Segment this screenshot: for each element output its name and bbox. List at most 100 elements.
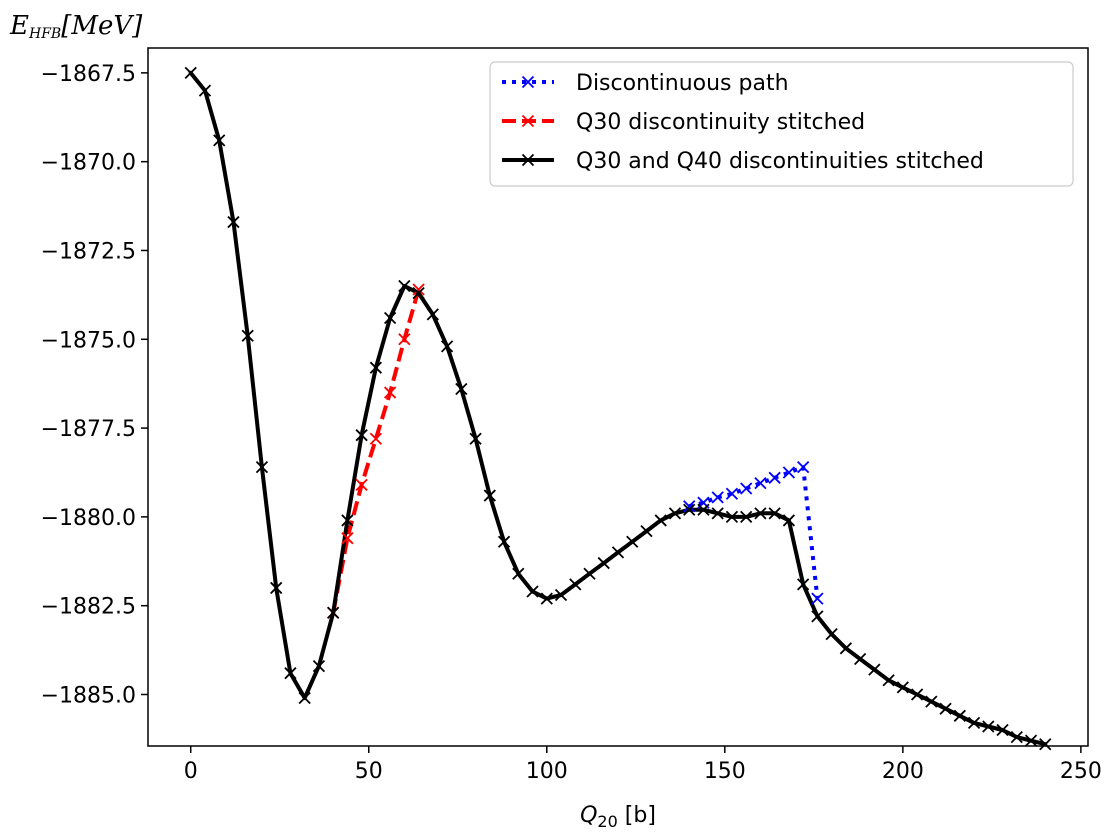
data-point-marker [996,723,1009,737]
data-point-marker [711,507,724,520]
data-point-marker [725,510,739,524]
x-tick-label: 50 [355,759,383,784]
data-point-marker [398,279,411,293]
data-point-marker [512,567,525,580]
data-point-marker [683,500,696,513]
data-point-marker [782,514,796,527]
legend-marker-1 [521,114,535,128]
data-point-marker [369,361,383,374]
legend-marker-0 [521,75,535,89]
data-point-marker [327,606,340,619]
data-point-marker [768,507,781,520]
data-point-marker [882,674,895,687]
data-point-marker [355,429,368,442]
x-tick-label: 150 [704,759,746,784]
data-point-marker [426,308,439,321]
data-point-marker [1039,738,1052,751]
y-tick-label: −1872.5 [41,239,136,264]
x-tick-label: 200 [882,759,924,784]
data-point-marker [754,507,767,520]
data-point-marker [526,585,539,598]
legend-marker-2 [521,153,535,167]
data-point-marker [554,588,568,602]
data-point-marker [398,333,411,346]
data-point-marker [611,546,625,559]
data-point-marker [198,84,212,97]
data-point-marker [184,66,197,80]
data-point-marker [811,592,824,605]
data-point-marker [497,535,511,548]
data-point-marker [213,134,226,147]
data-point-marker [597,556,610,570]
data-point-marker [768,471,781,484]
data-point-marker [369,432,383,445]
y-tick-label: −1882.5 [41,595,136,620]
data-point-marker [1010,730,1023,744]
data-point-marker [825,627,838,641]
data-point-marker [227,215,240,229]
data-point-marker [241,329,254,342]
data-point-marker [782,466,796,479]
data-point-marker [896,681,909,694]
data-point-marker [412,283,425,296]
data-point-marker [540,592,553,605]
data-point-marker [383,386,397,399]
data-point-marker [284,667,297,680]
y-tick-label: −1875.0 [41,328,136,353]
y-tick-label: −1880.0 [41,506,136,531]
data-point-marker [697,503,710,516]
data-point-marker [754,477,767,490]
x-tick-label: 0 [184,759,198,784]
data-point-marker [811,610,824,623]
y-axis-ticks: −1867.5 −1870.0 −1872.5 −1875.0 −1877.5 −1880… [41,62,148,708]
data-point-marker [797,578,810,591]
data-point-marker [925,695,938,708]
data-point-marker [910,688,924,701]
legend-label-0: Discontinuous path [576,71,789,96]
data-point-marker [440,340,454,353]
y-tick-label: −1885.0 [41,683,136,708]
data-point-marker [626,535,639,548]
y-tick-label: −1877.5 [41,417,136,442]
series-markers-2 [184,66,1052,751]
series-markers [184,66,1052,751]
data-point-marker [312,659,326,673]
data-point-marker [711,491,724,504]
data-point-marker [939,702,952,715]
x-tick-label: 250 [1060,759,1102,784]
series-line-0 [688,465,820,599]
data-point-marker [1024,734,1038,747]
data-point-marker [255,461,269,474]
legend-label-2: Q30 and Q40 discontinuities stitched [576,149,984,174]
x-axis-ticks: 0 50 100 150 200 250 [184,746,1102,784]
data-point-marker [469,432,482,445]
data-point-marker [341,532,354,545]
data-point-marker [868,663,881,676]
data-point-marker [725,487,739,500]
data-point-marker [683,503,696,516]
data-point-marker [355,478,368,492]
y-tick-label: −1870.0 [41,151,136,176]
data-point-marker [640,524,653,538]
data-point-marker [383,311,397,325]
data-point-marker [270,581,283,595]
data-point-marker [569,578,582,591]
data-point-marker [341,514,354,527]
data-point-marker [740,482,753,495]
data-point-marker [967,716,981,730]
legend-label-1: Q30 discontinuity stitched [576,110,865,135]
data-point-marker [853,652,867,666]
data-point-marker [797,461,810,474]
x-tick-label: 100 [526,759,568,784]
data-point-marker [654,514,667,527]
data-point-marker [583,567,596,580]
data-point-marker [953,709,966,722]
x-axis-label: Q20 [b] [580,803,656,831]
data-point-marker [298,691,311,705]
plot-area-frame [147,47,1089,747]
data-point-marker [668,507,682,520]
y-tick-label: −1867.5 [41,62,136,87]
legend: Discontinuous path Q30 discontinuity stit… [489,61,1074,187]
data-point-marker [455,382,468,396]
